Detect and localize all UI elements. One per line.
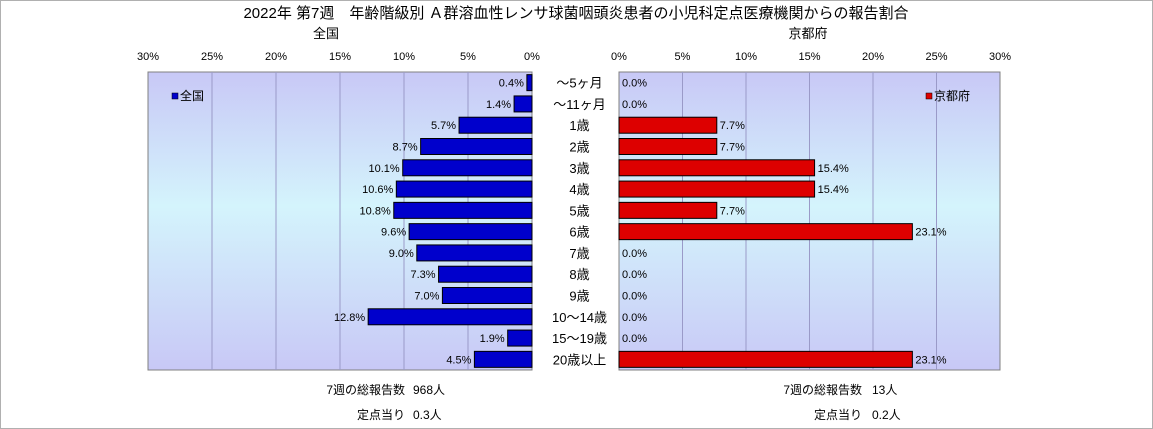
right-value-label: 23.1% [915,227,946,239]
left-value-label: 1.4% [486,99,511,111]
right-value-label: 23.1% [915,354,946,366]
right-value-label: 7.7% [720,120,745,132]
right-value-label: 0.0% [622,269,647,281]
left-value-label: 12.8% [334,312,365,324]
right-value-label: 0.0% [622,333,647,345]
right-panel-title: 京都府 [788,26,827,41]
left-value-label: 8.7% [393,142,418,154]
left-total-value: 968人 [413,383,445,397]
left-x-tick-label: 25% [201,51,223,63]
left-bar [441,287,533,304]
left-bar [526,74,533,92]
left-bar [402,159,533,177]
category-label: 10～14歳 [552,310,607,325]
category-label: 4歳 [569,182,589,197]
left-bar [395,180,533,198]
left-per-label: 定点当り [357,407,405,422]
left-x-tick-label: 0% [524,51,540,63]
left-bar [408,223,533,241]
left-legend-swatch [171,92,179,100]
left-total-label: 7週の総報告数 [326,382,405,397]
category-label: 2歳 [569,140,589,155]
right-total-value: 13人 [872,383,897,397]
left-bar [416,244,533,262]
left-bar [513,95,533,113]
right-x-tick-label: 5% [675,51,691,63]
right-value-label: 7.7% [720,205,745,217]
category-label: 3歳 [569,161,589,176]
right-x-tick-label: 25% [925,51,947,63]
right-bar [618,223,913,241]
right-per-label: 定点当り [814,407,862,422]
category-label: 15～19歳 [552,331,607,346]
right-legend-swatch [925,92,933,100]
category-label: 6歳 [569,225,589,240]
right-legend-text: 京都府 [934,88,970,103]
left-value-label: 9.0% [389,248,414,260]
category-label: ～11ヶ月 [553,97,606,112]
right-per-value: 0.2人 [872,408,901,422]
right-bar [618,159,816,177]
left-value-label: 4.5% [446,354,471,366]
left-value-label: 5.7% [431,120,456,132]
category-label: 20歳以上 [553,352,606,367]
left-value-label: 9.6% [381,227,406,239]
left-panel-title: 全国 [313,26,339,41]
left-bar [507,329,533,347]
right-value-label: 0.0% [622,312,647,324]
left-legend-text: 全国 [180,88,204,103]
left-per-value: 0.3人 [413,408,442,422]
left-value-label: 7.3% [410,269,435,281]
right-value-label: 0.0% [622,248,647,260]
right-value-label: 0.0% [622,99,647,111]
left-bar [458,116,533,134]
right-value-label: 7.7% [720,142,745,154]
right-bar [618,138,718,155]
category-label: 5歳 [569,203,589,218]
left-bar [393,201,533,219]
category-label: 7歳 [569,246,589,261]
left-bar [438,265,533,283]
right-x-tick-label: 0% [611,51,627,63]
right-x-tick-label: 15% [798,51,820,63]
right-bar [618,350,913,368]
right-bar [618,180,816,198]
right-value-label: 15.4% [818,163,849,175]
left-value-label: 10.1% [369,163,400,175]
left-value-label: 1.9% [480,333,505,345]
left-bar [420,138,533,155]
right-x-tick-label: 20% [862,51,884,63]
right-bar [618,201,718,219]
left-bar [367,308,533,326]
left-bar [473,350,533,368]
left-value-label: 10.8% [360,205,391,217]
left-value-label: 7.0% [414,291,439,303]
left-x-tick-label: 30% [137,51,159,63]
category-label: 8歳 [569,267,589,282]
right-x-tick-label: 30% [989,51,1011,63]
left-value-label: 0.4% [499,78,524,90]
right-bar [618,116,718,134]
chart-title: 2022年 第7週 年齢階級別 Ａ群溶血性レンサ球菌咽頭炎患者の小児科定点医療機… [243,4,908,22]
category-label: ～5ヶ月 [556,76,602,91]
right-total-label: 7週の総報告数 [783,382,862,397]
right-x-tick-label: 10% [735,51,757,63]
right-value-label: 0.0% [622,291,647,303]
category-label: 1歳 [569,118,589,133]
left-x-tick-label: 15% [329,51,351,63]
left-x-tick-label: 5% [460,51,476,63]
left-value-label: 10.6% [362,184,393,196]
category-label: 9歳 [569,289,589,304]
right-value-label: 15.4% [818,184,849,196]
left-x-tick-label: 10% [393,51,415,63]
left-x-tick-label: 20% [265,51,287,63]
right-value-label: 0.0% [622,78,647,90]
